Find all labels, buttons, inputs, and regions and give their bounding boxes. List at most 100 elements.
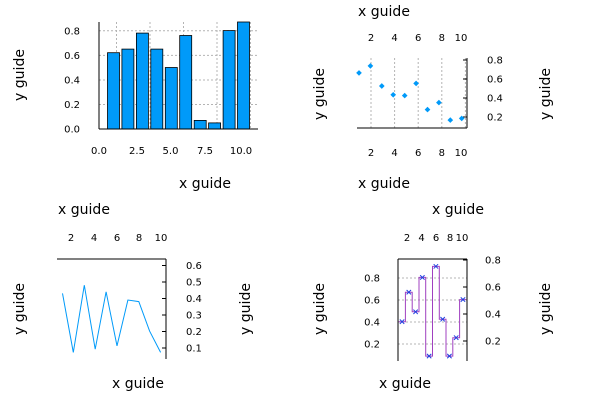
data-point	[436, 99, 442, 106]
bar	[164, 67, 178, 130]
y-tick-label: 0.4	[64, 76, 80, 87]
data-point	[419, 274, 425, 280]
y-tick-label: 0.4	[485, 310, 501, 321]
y-tick-label: 0.0	[64, 125, 80, 136]
data-point	[446, 353, 452, 359]
x-tick-label: 7.5	[197, 146, 213, 157]
x-tick-label: 2	[68, 233, 74, 244]
x-axis-label-extra: x guide	[432, 202, 484, 218]
top-x-ticks: 2 4 6 8 10	[404, 233, 469, 244]
data-point	[460, 297, 466, 303]
x-tick-label: 8	[447, 233, 453, 244]
data-point	[440, 316, 446, 322]
x-tick-label: 10	[155, 233, 168, 244]
x-ticks: 0.0 2.5 5.0 7.5 10.0	[91, 146, 252, 157]
y-tick-label: 0.6	[485, 283, 501, 294]
series-line	[62, 285, 162, 353]
y-axis-label: y guide	[312, 68, 328, 120]
bar	[208, 122, 222, 130]
left-y-ticks: 0.2 0.4 0.6 0.8	[364, 274, 380, 351]
y-tick-label: 0.2	[64, 100, 80, 111]
x-axis-label: x guide	[379, 376, 431, 392]
bars	[107, 21, 250, 130]
x-tick-label: 6	[415, 33, 421, 44]
top-x-ticks: 2 4 6 8 10	[368, 33, 468, 44]
data-point	[447, 117, 454, 123]
scatter-points	[356, 63, 465, 123]
y-tick-label: 0.6	[186, 261, 202, 272]
x-tick-label: 2	[404, 233, 410, 244]
data-point	[406, 289, 412, 295]
x-tick-label: 10	[455, 33, 468, 44]
bar	[150, 48, 164, 130]
bar	[222, 30, 236, 130]
x-tick-label: 10	[456, 233, 469, 244]
right-y-ticks: 0.2 0.4 0.6 0.8	[463, 56, 503, 124]
scatter-panel: 0.2 0.4 0.6 0.8 2 4 6 8 10 2 4 6 8 10	[312, 4, 554, 192]
x-tick-label: 8	[439, 148, 445, 159]
y-tick-label: 0.5	[186, 278, 202, 289]
x-axis-label: x guide	[112, 376, 164, 392]
right-y-ticks: 0.1 0.2 0.3 0.4 0.5 0.6	[162, 261, 202, 355]
x-tick-label: 0.0	[91, 146, 107, 157]
x-tick-label: 6	[415, 148, 421, 159]
y-tick-label: 0.2	[485, 337, 501, 348]
top-x-ticks: 2 4 6 8 10	[68, 233, 168, 244]
y-tick-label: 0.1	[186, 344, 202, 355]
scatter-grid	[370, 58, 466, 128]
x-axis-label: x guide	[179, 176, 231, 192]
y-tick-label: 0.4	[487, 94, 503, 105]
y-tick-label: 0.3	[186, 311, 202, 322]
bar-panel: 0.0 2.5 5.0 7.5 10.0 0.0 0.2 0.4 0.6 0.8…	[12, 21, 258, 192]
bar	[193, 120, 207, 130]
x-tick-label: 2	[368, 148, 374, 159]
step-panel: 0.2 0.4 0.6 0.8 0.2 0.4 0.6 0.8 2 4 6 8 …	[312, 233, 554, 392]
data-point	[367, 63, 374, 69]
data-point	[378, 83, 385, 89]
y-tick-label: 0.6	[364, 296, 380, 307]
x-tick-label: 6	[114, 233, 120, 244]
step-markers	[399, 263, 466, 359]
right-y-axis-label: y guide	[238, 283, 254, 335]
y-axis-label: y guide	[312, 283, 328, 335]
data-point	[424, 106, 431, 113]
data-point	[458, 115, 465, 122]
y-axis-label: y guide	[12, 283, 28, 335]
x-tick-label: 10	[455, 148, 468, 159]
x-tick-label: 4	[391, 148, 397, 159]
y-tick-label: 0.2	[364, 340, 380, 351]
y-tick-label: 0.8	[64, 27, 80, 38]
y-axis-label: y guide	[12, 49, 28, 101]
right-y-ticks: 0.2 0.4 0.6 0.8	[463, 256, 501, 348]
y-ticks: 0.0 0.2 0.4 0.6 0.8	[64, 27, 80, 136]
x-tick-label: 4	[391, 33, 397, 44]
data-point	[413, 80, 419, 87]
y-tick-label: 0.8	[364, 274, 380, 285]
bottom-x-ticks: 2 4 6 8 10	[368, 148, 468, 159]
x-tick-label: 4	[418, 233, 424, 244]
bar	[107, 52, 120, 130]
top-x-axis-label: x guide	[58, 202, 110, 218]
series-step-line	[398, 265, 467, 357]
x-tick-label: 8	[439, 33, 445, 44]
y-tick-label: 0.4	[186, 294, 202, 305]
y-tick-label: 0.8	[487, 56, 503, 67]
data-point	[390, 91, 397, 98]
y-tick-label: 0.2	[487, 113, 503, 124]
data-point	[426, 353, 432, 359]
y-tick-label: 0.6	[64, 51, 80, 62]
x-tick-label: 2.5	[129, 146, 145, 157]
data-point	[356, 70, 362, 76]
step-grid	[398, 277, 467, 345]
y-tick-label: 0.6	[487, 75, 503, 86]
top-x-axis-label: x guide	[358, 4, 410, 20]
x-tick-label: 2	[368, 33, 374, 44]
data-point	[399, 319, 405, 325]
y-tick-label: 0.4	[364, 318, 380, 329]
data-point	[413, 309, 419, 315]
data-point	[453, 335, 459, 341]
x-tick-label: 6	[433, 233, 439, 244]
data-point	[433, 263, 439, 269]
bar	[135, 32, 149, 130]
